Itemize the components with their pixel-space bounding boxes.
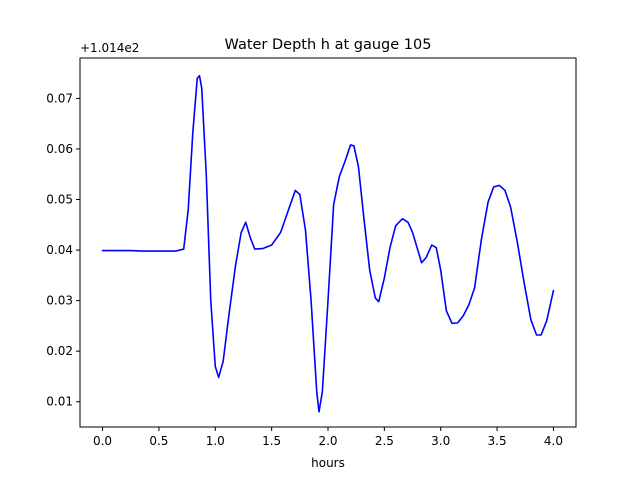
x-tick-label: 2.0 (318, 434, 337, 448)
chart-title: Water Depth h at gauge 105 (225, 37, 432, 53)
x-axis-label: hours (311, 456, 345, 470)
x-axis-ticks: 0.0 0.5 1.0 1.5 2.0 2.5 3.0 3.5 4.0 (93, 427, 563, 448)
y-tick-label: 0.02 (46, 344, 73, 358)
plot-frame (79, 57, 577, 428)
x-tick-label: 0.0 (93, 434, 112, 448)
x-tick-label: 1.5 (262, 434, 281, 448)
y-axis-offset-label: +1.014e2 (80, 41, 139, 55)
series-line-water-depth (101, 74, 555, 413)
x-tick-label: 1.0 (206, 434, 225, 448)
x-tick-label: 2.5 (375, 434, 394, 448)
y-tick-label: 0.05 (46, 193, 73, 207)
x-tick-label: 4.0 (544, 434, 563, 448)
y-axis-ticks: 0.01 0.02 0.03 0.04 0.05 0.06 0.07 (46, 91, 80, 409)
y-tick-label: 0.06 (46, 142, 73, 156)
y-tick-label: 0.07 (46, 91, 73, 105)
x-tick-label: 0.5 (149, 434, 168, 448)
x-tick-label: 3.0 (431, 434, 450, 448)
y-tick-label: 0.01 (46, 395, 73, 409)
plot-area (101, 74, 555, 413)
y-tick-label: 0.04 (46, 243, 73, 257)
x-tick-label: 3.5 (488, 434, 507, 448)
y-tick-label: 0.03 (46, 294, 73, 308)
